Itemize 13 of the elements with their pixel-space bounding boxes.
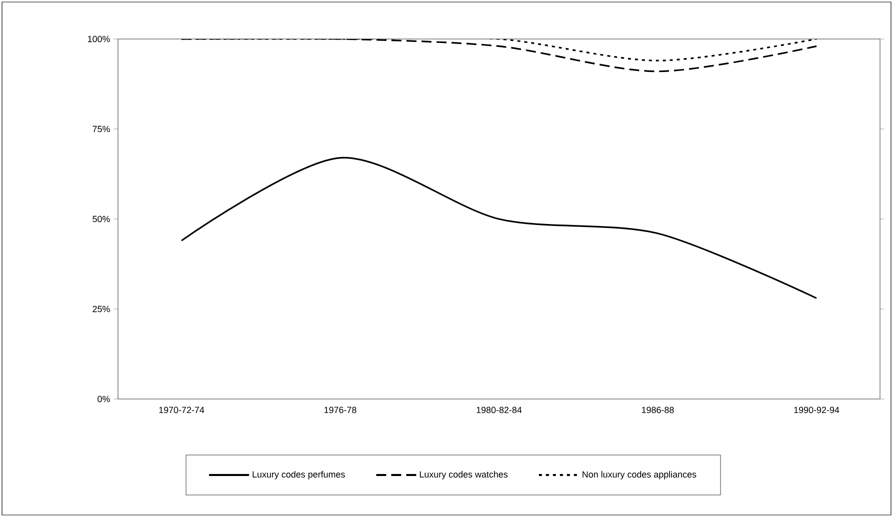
- y-tick-label: 100%: [88, 36, 110, 42]
- x-tick-label: 1976-78: [324, 406, 356, 414]
- legend-label: Luxury codes perfumes: [252, 470, 345, 480]
- y-tick-label: 25%: [92, 306, 110, 312]
- legend-label: Luxury codes watches: [420, 470, 508, 480]
- y-tick-label: 50%: [92, 216, 110, 222]
- y-tick-label: 75%: [92, 126, 110, 132]
- legend-label: Non luxury codes appliances: [582, 470, 696, 480]
- x-tick-label: 1986-88: [642, 406, 674, 414]
- x-tick-label: 1980-82-84: [476, 406, 522, 414]
- y-tick-label: 0%: [98, 396, 110, 402]
- x-tick-label: 1970-72-74: [159, 406, 204, 414]
- x-tick-label: 1990-92-94: [794, 406, 840, 414]
